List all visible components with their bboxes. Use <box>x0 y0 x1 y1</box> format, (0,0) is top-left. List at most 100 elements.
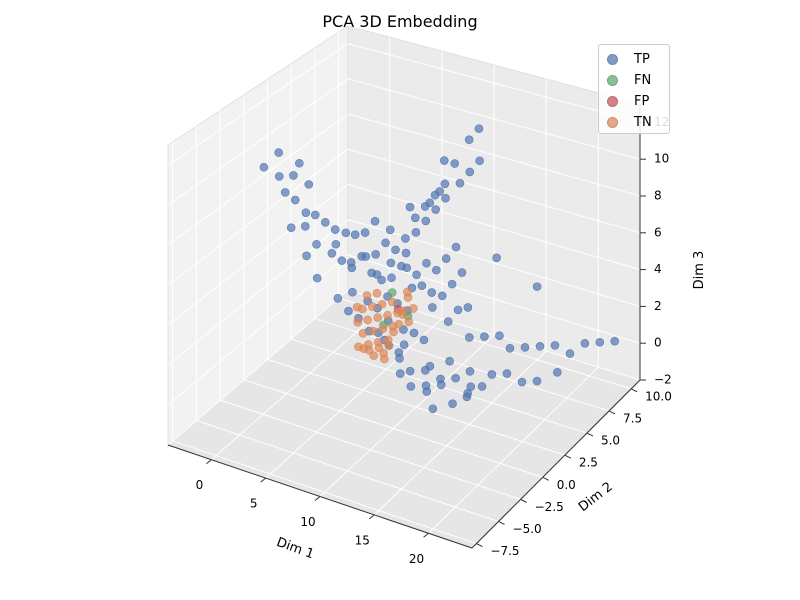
point-tp <box>502 369 512 378</box>
point-tp <box>432 265 441 275</box>
point-tp <box>505 343 515 353</box>
point-tp <box>397 261 406 271</box>
grid-line-y-floor <box>196 420 499 522</box>
point-tp <box>474 124 484 133</box>
point-tp <box>331 239 341 249</box>
y-tick-mark <box>542 476 549 481</box>
point-tp <box>394 348 404 357</box>
y-tick-label: 10.0 <box>645 389 672 403</box>
point-tp <box>425 198 435 208</box>
point-tp <box>550 341 560 350</box>
grid-line-z-back <box>347 148 641 234</box>
grid-line-z-left <box>167 113 349 246</box>
tick-labels: 0 5 10 15 20 −7.5 −5.0 −2.5 0.02.55.07.510.0 −2 0 2… <box>196 115 672 566</box>
y-axis-line <box>471 379 641 549</box>
point-tn <box>363 315 372 325</box>
point-tp <box>401 248 411 258</box>
point-tp <box>341 228 351 238</box>
legend-label-fn: FN <box>634 72 652 88</box>
point-tp <box>464 333 474 342</box>
point-tp <box>327 248 337 258</box>
point-tp <box>286 223 296 232</box>
grid-line-y-floor <box>172 440 477 545</box>
point-tn <box>379 348 388 358</box>
grid-line-x-floor <box>428 366 599 534</box>
y-tick-label: 5.0 <box>601 434 620 448</box>
legend-label-tn: TN <box>634 114 652 130</box>
point-tp <box>421 381 431 390</box>
point-tp <box>295 158 304 168</box>
x-tick-label: 20 <box>409 552 424 566</box>
point-tp <box>395 369 405 378</box>
point-tp <box>330 225 340 234</box>
point-tn <box>362 291 372 300</box>
point-tn <box>404 317 414 327</box>
point-tp <box>464 135 474 145</box>
point-tp <box>431 205 440 214</box>
point-tn <box>364 345 374 355</box>
point-tp <box>385 225 395 235</box>
grid-line-x-floor <box>265 318 443 479</box>
x-tick-mark <box>368 514 375 520</box>
point-tp <box>370 216 380 226</box>
point-tp <box>463 303 473 312</box>
point-tn <box>368 326 378 336</box>
point-tp <box>580 339 590 348</box>
z-tick-label: −2 <box>654 373 672 387</box>
point-tp <box>475 156 484 166</box>
y-tick-mark <box>630 388 638 393</box>
point-tn <box>368 302 377 311</box>
y-tick-label: 7.5 <box>623 411 642 425</box>
point-tp <box>462 392 472 402</box>
point-tp <box>411 228 421 237</box>
x-tick-mark <box>314 496 321 501</box>
grid-line-x-floor <box>373 350 547 516</box>
point-tn <box>372 288 382 298</box>
point-tp <box>274 148 283 157</box>
x-tick-label: 0 <box>196 478 204 492</box>
grid-line-y-floor <box>243 379 543 478</box>
point-tp <box>428 404 438 414</box>
point-tp <box>399 340 409 350</box>
point-tp <box>428 303 437 312</box>
y-tick-label: −5.0 <box>513 522 542 536</box>
x-tick-label: 5 <box>250 497 258 511</box>
point-tp <box>259 162 269 172</box>
axis-panes <box>167 25 641 549</box>
point-tp <box>451 242 461 252</box>
y-axis-label: Dim 2 <box>576 479 616 515</box>
grid-lines <box>167 32 641 545</box>
z-tick-label: 0 <box>654 336 662 350</box>
point-tp <box>532 282 542 291</box>
grid-line-z-left <box>167 43 349 166</box>
point-tp <box>440 179 450 189</box>
point-tp <box>437 291 447 301</box>
point-tp <box>441 193 450 203</box>
grid-line-x-floor <box>319 334 495 497</box>
point-tp <box>409 328 419 338</box>
grid-line-z-back <box>347 43 641 123</box>
legend-label-tp: TP <box>634 51 650 67</box>
grid-line-x-floor <box>211 302 391 461</box>
point-tp <box>439 156 449 165</box>
legend-marker-tn <box>607 116 618 128</box>
point-tp <box>274 172 284 181</box>
z-tick-label: 4 <box>654 262 662 276</box>
x-tick-mark <box>206 459 212 465</box>
z-tick-label: 8 <box>654 189 662 203</box>
point-tp <box>401 234 410 243</box>
point-tp <box>450 159 460 168</box>
point-tp <box>391 245 400 255</box>
point-tp <box>453 305 463 315</box>
point-tp <box>425 361 435 371</box>
y-tick-label: −2.5 <box>535 500 564 514</box>
point-tp <box>348 287 357 297</box>
point-tp <box>280 188 290 197</box>
point-tp <box>381 238 390 248</box>
point-tp <box>333 293 343 303</box>
point-tp <box>443 317 453 326</box>
grid-line-z-back <box>347 113 641 197</box>
legend-marker-fn <box>607 74 618 86</box>
point-tp <box>610 336 619 346</box>
